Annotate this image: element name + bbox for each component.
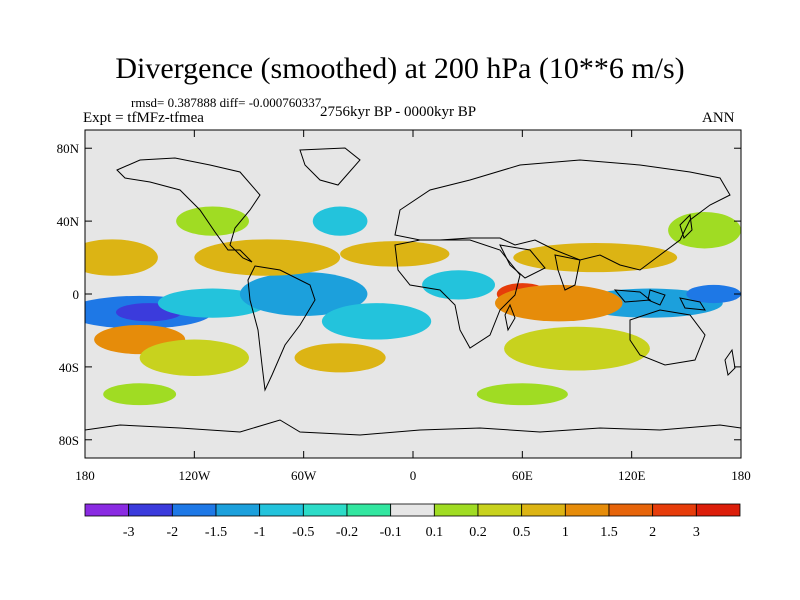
colorbar-label: 0.2 — [469, 525, 487, 540]
divergence-field — [85, 206, 741, 406]
field-contour-blob — [476, 383, 568, 406]
field-contour-blob — [194, 239, 341, 276]
colorbar-label: 0.5 — [513, 525, 531, 540]
field-contour-blob — [504, 326, 650, 371]
lat-tick-label: 80S — [59, 433, 79, 448]
field-contour-blob — [139, 339, 249, 376]
colorbar-label: 1 — [562, 525, 569, 540]
colorbar-label: -1.5 — [205, 525, 227, 540]
colorbar-label: 0.1 — [426, 525, 444, 540]
field-contour-blob — [312, 206, 368, 236]
colorbar-swatch — [521, 503, 566, 517]
lon-tick-label: 180 — [75, 468, 95, 483]
field-contour-blob — [422, 270, 495, 300]
field-contour-blob — [103, 383, 177, 406]
colorbar-label: 1.5 — [600, 525, 618, 540]
colorbar-swatch — [695, 503, 741, 517]
colorbar-label: 3 — [693, 525, 700, 540]
field-contour-blob — [157, 288, 268, 318]
coastlines — [85, 147, 741, 436]
colorbar: -3 -2 -1.5 -1 -0.5 -0.2 -0.1 0.1 0.2 0.5 1 1.5 2 3 — [84, 503, 741, 540]
field-contour-blob — [239, 272, 368, 316]
lon-tick-label: 180 — [731, 468, 751, 483]
lat-tick-label: 40S — [59, 360, 79, 375]
colorbar-label: -1 — [254, 525, 266, 540]
lon-tick-label: 60W — [291, 468, 317, 483]
field-contour-blob — [176, 206, 249, 236]
colorbar-swatch — [259, 503, 304, 517]
field-contour-blob — [294, 343, 386, 373]
field-contour-blob — [340, 241, 450, 267]
colorbar-swatch — [608, 503, 654, 517]
lon-tick-label: 0 — [410, 468, 417, 483]
rmsd-diff-stats: rmsd= 0.387888 diff= -0.000760337 — [131, 95, 322, 110]
field-contour-blob — [668, 212, 741, 249]
colorbar-label: -2 — [166, 525, 178, 540]
colorbar-swatch — [346, 503, 392, 517]
colorbar-label: 2 — [649, 525, 656, 540]
colorbar-swatch — [171, 503, 217, 517]
colorbar-swatch — [652, 503, 697, 517]
lon-tick-label: 120W — [178, 468, 211, 483]
plot-title: Divergence (smoothed) at 200 hPa (10**6 … — [115, 52, 685, 85]
colorbar-swatch — [477, 503, 523, 517]
lat-tick-label: 80N — [57, 141, 80, 156]
lat-tick-label: 0 — [73, 287, 80, 302]
field-contour-blob — [513, 242, 678, 273]
lon-tick-label: 120E — [618, 468, 646, 483]
lat-tick-label: 40N — [57, 214, 80, 229]
colorbar-swatch — [128, 503, 173, 517]
lon-tick-label: 60E — [512, 468, 533, 483]
colorbar-label: -0.5 — [292, 525, 314, 540]
colorbar-label: -0.2 — [336, 525, 358, 540]
field-contour-blob — [686, 284, 741, 304]
period-label: 2756kyr BP - 0000kyr BP — [320, 104, 477, 120]
colorbar-swatch — [215, 503, 261, 517]
field-contour-blob — [85, 239, 158, 276]
experiment-label: Expt = tfMFz-tfmea — [83, 110, 204, 126]
colorbar-swatch — [564, 503, 610, 517]
colorbar-label: -0.1 — [380, 525, 402, 540]
colorbar-swatch — [390, 503, 435, 517]
map-axes: 80N 40N 0 40S 80S 180 120W 60W 0 60E 120E 180 — [57, 130, 751, 483]
colorbar-label: -3 — [123, 525, 135, 540]
field-contour-blob — [321, 303, 432, 340]
colorbar-swatch — [84, 503, 130, 517]
colorbar-swatch — [433, 503, 479, 517]
colorbar-swatch — [302, 503, 348, 517]
season-label: ANN — [702, 110, 735, 126]
field-contour-blob — [495, 284, 623, 322]
